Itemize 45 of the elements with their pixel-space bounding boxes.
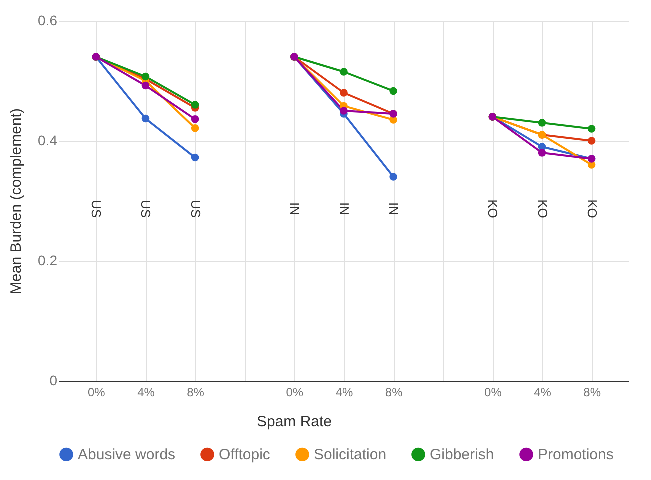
- x-tick-label: 4%: [138, 386, 156, 400]
- legend-label: Solicitation: [314, 446, 387, 464]
- point: [340, 89, 348, 97]
- annotation: US: [138, 200, 154, 218]
- x-tick-label: 0%: [88, 386, 106, 400]
- y-tick-label: 0.6: [38, 12, 58, 28]
- x-tick-label: 0%: [286, 386, 304, 400]
- x-tick-label: 0%: [484, 386, 502, 400]
- point: [390, 87, 398, 96]
- point: [588, 125, 596, 133]
- point: [588, 137, 596, 145]
- x-tick-label: 4%: [336, 386, 354, 400]
- legend-label: Abusive words: [78, 446, 176, 464]
- x-tick-label: 8%: [584, 386, 602, 400]
- annotation: US: [188, 200, 204, 218]
- point: [142, 82, 150, 90]
- point: [191, 101, 200, 109]
- y-axis-title: Mean Burden (complement): [8, 108, 26, 294]
- annotation: KO: [486, 200, 501, 218]
- point: [142, 114, 150, 123]
- y-tick-label: 0: [50, 372, 58, 388]
- x-tick-label: 8%: [187, 386, 205, 400]
- annotation: IN: [337, 202, 352, 216]
- point: [142, 72, 150, 81]
- x-tick-label: 4%: [534, 386, 552, 400]
- point: [390, 173, 398, 181]
- y-tick-label: 0.4: [38, 132, 58, 148]
- annotation: KO: [535, 200, 550, 218]
- legend-label: Offtopic: [219, 446, 271, 464]
- point: [538, 119, 546, 127]
- point: [191, 154, 200, 162]
- point: [340, 68, 348, 76]
- y-tick-label: 0.2: [38, 252, 58, 268]
- annotation: IN: [287, 202, 302, 216]
- point: [191, 116, 200, 124]
- annotation: IN: [386, 202, 402, 216]
- legend-label: Promotions: [538, 446, 614, 464]
- point: [191, 124, 200, 132]
- x-axis-title: Spam Rate: [256, 414, 332, 430]
- legend-label: Gibberish: [430, 446, 494, 464]
- point: [538, 149, 546, 157]
- x-tick-label: 8%: [385, 386, 404, 400]
- point: [340, 107, 348, 115]
- annotation: KO: [584, 200, 600, 218]
- annotation: US: [89, 200, 104, 218]
